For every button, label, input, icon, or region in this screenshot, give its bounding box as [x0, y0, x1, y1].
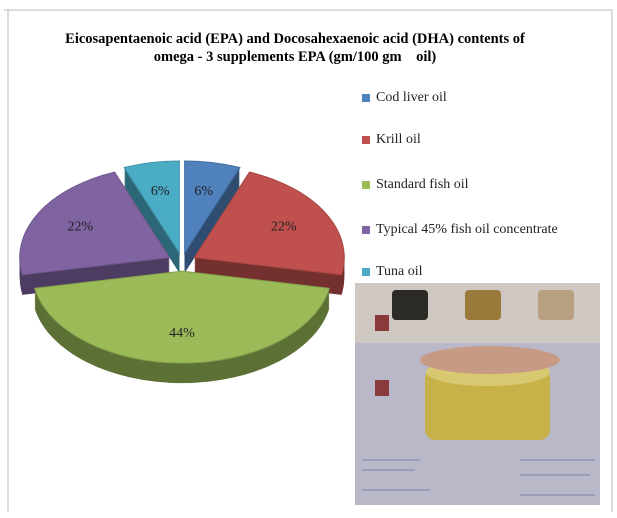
data-label: 22% [68, 220, 94, 235]
data-label: 6% [151, 184, 170, 199]
legend-label: Typical 45% fish oil concentrate [376, 222, 558, 237]
pie: 6% 22% 44% 22% 6% [19, 160, 345, 384]
legend-swatch [362, 268, 370, 276]
data-label: 22% [271, 220, 297, 235]
chart-title: Eicosapentaenoic acid (EPA) and Docosahe… [65, 31, 529, 65]
photo [355, 283, 600, 505]
legend-label: Standard fish oil [376, 177, 469, 192]
slice [33, 270, 331, 364]
legend-swatch [362, 136, 370, 144]
legend-swatch [362, 226, 370, 234]
legend-label: Tuna oil [376, 264, 423, 279]
legend: Cod liver oil Krill oil Standard fish oil T… [362, 90, 558, 279]
data-label: 44% [169, 326, 195, 341]
legend-label: Cod liver oil [376, 90, 447, 105]
slice [123, 160, 180, 255]
legend-swatch [362, 181, 370, 189]
legend-label: Krill oil [376, 132, 421, 147]
slice [184, 160, 241, 255]
slice [193, 171, 345, 276]
data-label: 6% [194, 184, 213, 199]
slice [19, 171, 171, 276]
legend-swatch [362, 94, 370, 102]
